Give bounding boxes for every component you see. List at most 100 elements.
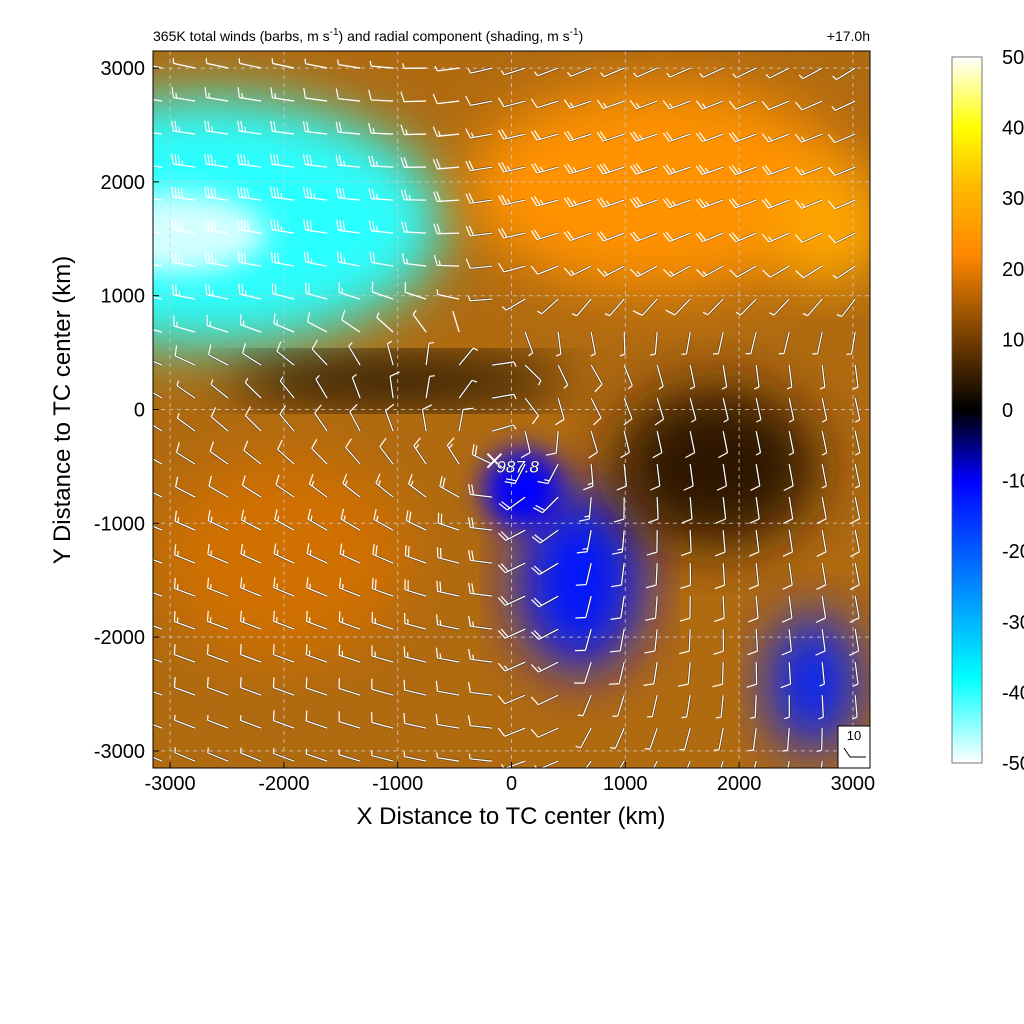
wind-barb [683,463,695,491]
wind-barb [274,509,295,532]
x-tick-label: 1000 [603,773,648,795]
wind-barb [501,298,526,312]
wind-barb [816,728,824,753]
wind-barb [600,66,625,78]
wind-barb [618,760,626,768]
wind-barb [497,727,526,738]
y-tick-label: 0 [134,400,145,422]
wind-barb [204,219,229,234]
wind-barb [533,66,559,77]
wind-barb [435,714,460,730]
wind-barb [240,509,262,532]
wind-barb [412,437,428,465]
wind-barb [662,231,691,243]
wind-barb [590,364,604,393]
wind-barb [846,331,857,356]
wind-barb [171,120,196,135]
wind-barb [368,122,394,135]
wind-barb [699,66,724,79]
wind-barb [173,611,196,631]
wind-barb [270,120,295,135]
wind-barb [802,298,824,317]
wind-barb [371,578,394,598]
wind-barb [537,298,559,315]
wind-barb [821,430,828,456]
wind-barb [530,195,559,208]
wind-barb [171,219,196,234]
wind-barb [306,543,328,565]
wind-barb [153,98,163,102]
wind-barb [270,153,295,168]
wind-barb [239,314,262,333]
wind-barb [765,67,790,80]
wind-barb [827,198,856,210]
wind-barb [555,331,563,357]
wind-barb [816,529,828,558]
wind-barb [596,265,625,278]
wind-barb [153,723,163,730]
wind-barb [520,430,532,459]
wind-barb [404,579,427,598]
wind-barb [153,657,163,664]
wind-barb [491,360,517,367]
wind-barb [530,661,559,674]
wind-barb [273,313,295,333]
wind-barb [171,186,196,201]
wind-barb [596,197,625,209]
wind-barb [204,153,229,168]
wind-barb [384,403,395,432]
y-axis: -3000 -2000 -1000 0 1000 2000 3000 [94,58,159,763]
wind-barb [209,441,229,466]
wind-barb [403,679,427,697]
wind-barb [629,163,658,176]
wind-barb [849,595,861,624]
wind-barb [827,232,856,244]
wind-barb [371,281,394,300]
wind-barb [446,437,461,465]
wind-barb [531,595,559,608]
wind-barb [239,644,262,664]
wind-barb [714,563,726,590]
wind-barb [729,265,757,278]
shading-inflow-south-center [517,489,643,672]
wind-barb [305,282,328,300]
wind-barb [574,661,593,684]
wind-barb [468,549,493,565]
wind-barb [369,251,394,267]
wind-barb [530,130,559,142]
x-axis: -3000 -2000 -1000 0 1000 2000 3000 [144,762,875,795]
wind-barb [465,193,493,205]
wind-barb [702,298,725,316]
wind-barb [563,163,592,175]
wind-barb [794,198,823,210]
wind-barb [458,347,479,366]
wind-barb [783,463,795,492]
wind-barb [237,87,262,102]
wind-barb [339,543,361,565]
shading-outflow-east [773,170,870,285]
x-tick-label: 3000 [831,773,876,795]
wind-barb [754,364,761,390]
wind-barb [338,282,361,300]
wind-barb [404,281,427,300]
wind-barb [171,284,196,300]
wind-barb [781,629,793,656]
wind-barb [584,760,593,768]
wind-barb [371,750,394,763]
wind-barb [400,189,427,201]
wind-barb [468,648,493,664]
wind-barb [279,405,296,432]
wind-barb [403,712,427,730]
wind-barb [747,629,759,656]
wind-barb [633,66,658,78]
wind-barb [596,99,625,110]
wind-barb [849,562,861,591]
wind-barb [818,695,825,720]
wind-barb [732,66,757,79]
wind-barb [815,628,827,656]
wind-barb [650,332,659,356]
wind-barb [563,99,592,110]
chart-title: 365K total winds (barbs, m s-1) and radi… [153,27,583,44]
wind-barb [435,680,460,697]
wind-barb [578,497,593,522]
